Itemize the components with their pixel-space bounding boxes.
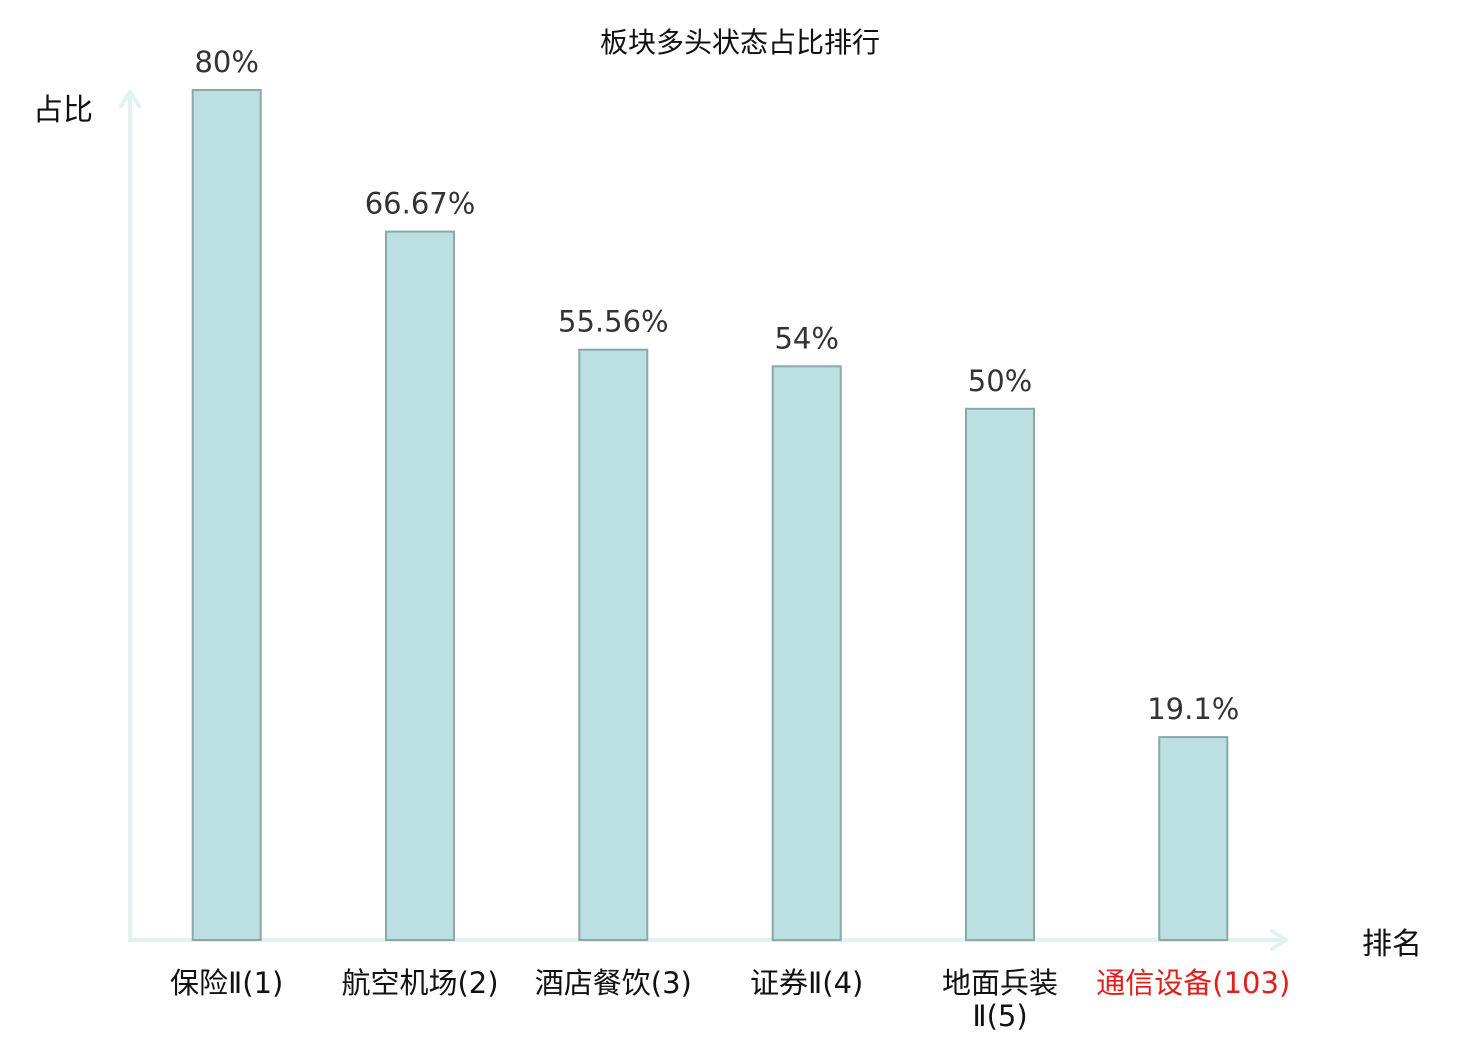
y-axis-arrow bbox=[119, 90, 141, 108]
category-label-3: 酒店餐饮(3) bbox=[535, 966, 692, 1000]
x-axis-label: 排名 bbox=[1362, 927, 1422, 962]
category-label-5-line-1: 地面兵装 bbox=[942, 966, 1058, 1000]
category-label-2: 航空机场(2) bbox=[341, 966, 498, 1000]
value-label-5: 50% bbox=[968, 364, 1032, 398]
category-label-4: 证券Ⅱ(4) bbox=[750, 966, 863, 1000]
value-label-4: 54% bbox=[774, 321, 838, 355]
bar-3 bbox=[578, 348, 649, 941]
value-label-6: 19.1% bbox=[1147, 692, 1239, 726]
bar-1 bbox=[191, 89, 262, 941]
bar-6 bbox=[1158, 736, 1229, 941]
value-label-3: 55.56% bbox=[558, 305, 669, 339]
value-label-1: 80% bbox=[194, 45, 258, 79]
bar-2 bbox=[385, 230, 455, 942]
category-label-5-line-2: Ⅱ(5) bbox=[972, 999, 1027, 1033]
bar-5 bbox=[965, 407, 1035, 942]
value-label-2: 66.67% bbox=[365, 187, 476, 221]
x-axis-arrow bbox=[1270, 929, 1288, 951]
value-labels-group: 80% 66.67% 55.56% 54% 50% 19.1% bbox=[194, 45, 1239, 726]
category-label-6: 通信设备(103) bbox=[1096, 966, 1290, 1000]
y-axis-label: 占比 bbox=[33, 93, 93, 128]
bars-group bbox=[191, 89, 1229, 942]
bar-4 bbox=[771, 365, 842, 942]
category-label-1: 保险Ⅱ(1) bbox=[170, 966, 283, 1000]
chart-title: 板块多头状态占比排行 bbox=[600, 26, 880, 59]
